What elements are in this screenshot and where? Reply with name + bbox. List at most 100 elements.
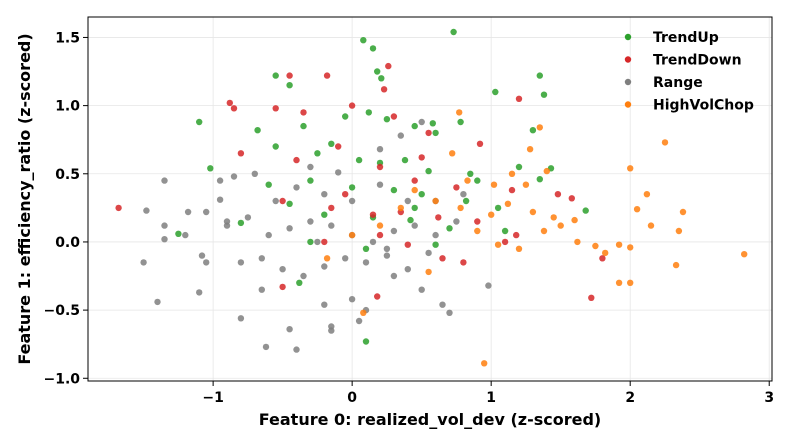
data-point — [300, 109, 307, 116]
data-point — [254, 127, 261, 134]
data-point — [300, 122, 307, 130]
data-point — [418, 286, 425, 293]
data-point — [568, 195, 575, 202]
data-point — [425, 129, 432, 137]
data-point — [300, 272, 307, 280]
data-point — [182, 231, 189, 239]
data-point — [418, 191, 425, 198]
data-point — [321, 263, 328, 270]
x-tick-label: 2 — [625, 390, 635, 406]
data-point — [307, 177, 314, 184]
data-point — [390, 272, 398, 280]
data-point — [582, 207, 589, 214]
data-point — [251, 170, 258, 177]
data-point — [446, 225, 453, 232]
data-point — [374, 68, 381, 75]
data-point — [526, 146, 534, 153]
data-point — [397, 204, 404, 212]
data-point — [143, 207, 150, 214]
data-point — [279, 283, 286, 291]
data-point — [627, 279, 634, 286]
y-tick-label: −1.0 — [43, 371, 80, 387]
data-point — [508, 186, 516, 194]
legend-marker — [624, 101, 632, 108]
data-point — [460, 259, 467, 266]
series-trenddown — [115, 62, 606, 301]
data-point — [223, 218, 231, 225]
data-point — [453, 184, 460, 191]
legend-item: TrendUp — [624, 30, 719, 46]
data-point — [272, 143, 279, 150]
data-point — [314, 238, 321, 246]
data-point — [323, 255, 331, 262]
data-point — [383, 116, 391, 123]
data-point — [237, 150, 245, 157]
data-point — [348, 231, 356, 239]
data-point — [286, 326, 293, 333]
data-point — [385, 62, 392, 70]
data-point — [425, 268, 432, 276]
data-point — [369, 211, 377, 218]
data-point — [286, 225, 293, 232]
data-point — [401, 156, 409, 164]
legend-label: Range — [653, 75, 703, 91]
data-point — [529, 208, 537, 216]
data-point — [314, 150, 321, 157]
data-point — [161, 222, 168, 229]
legend-marker — [624, 33, 632, 41]
data-point — [536, 176, 543, 183]
data-point — [418, 154, 425, 161]
data-point — [244, 214, 252, 221]
data-point — [515, 245, 523, 252]
data-point — [390, 113, 398, 120]
data-point — [272, 72, 279, 79]
y-tick-label: 1.5 — [55, 30, 80, 46]
data-point — [661, 139, 669, 146]
data-point — [362, 338, 370, 345]
data-point — [432, 129, 439, 137]
data-point — [365, 109, 372, 116]
data-point — [460, 191, 467, 198]
data-point — [540, 227, 548, 235]
legend-item: Range — [624, 75, 703, 91]
data-point — [348, 197, 356, 205]
data-point — [286, 72, 293, 79]
data-point — [602, 249, 609, 257]
data-point — [355, 156, 363, 164]
data-point — [328, 327, 335, 334]
data-point — [293, 156, 300, 164]
data-point — [140, 259, 147, 266]
data-point — [513, 231, 520, 239]
data-point — [335, 169, 342, 176]
legend-label: HighVolChop — [653, 98, 754, 114]
data-point — [390, 186, 398, 194]
data-point — [574, 238, 581, 246]
data-point — [307, 218, 314, 225]
data-point — [369, 238, 377, 246]
data-point — [369, 45, 377, 52]
data-point — [435, 214, 442, 221]
data-point — [272, 197, 279, 205]
data-point — [376, 181, 384, 188]
data-point — [464, 177, 471, 184]
data-point — [488, 211, 495, 218]
data-point — [679, 208, 687, 216]
data-point — [342, 191, 349, 198]
data-point — [515, 163, 523, 171]
data-point — [376, 163, 384, 171]
data-point — [741, 251, 748, 258]
data-point — [485, 282, 492, 289]
data-point — [504, 200, 512, 207]
data-point — [293, 184, 300, 191]
data-point — [404, 266, 411, 273]
series-highvolchop — [323, 109, 748, 367]
data-point — [321, 238, 328, 246]
data-point — [397, 132, 404, 139]
data-point — [230, 105, 238, 112]
legend-marker — [624, 56, 632, 63]
data-point — [216, 177, 224, 184]
data-point — [592, 242, 599, 250]
data-point — [258, 286, 265, 293]
data-point — [296, 279, 303, 286]
